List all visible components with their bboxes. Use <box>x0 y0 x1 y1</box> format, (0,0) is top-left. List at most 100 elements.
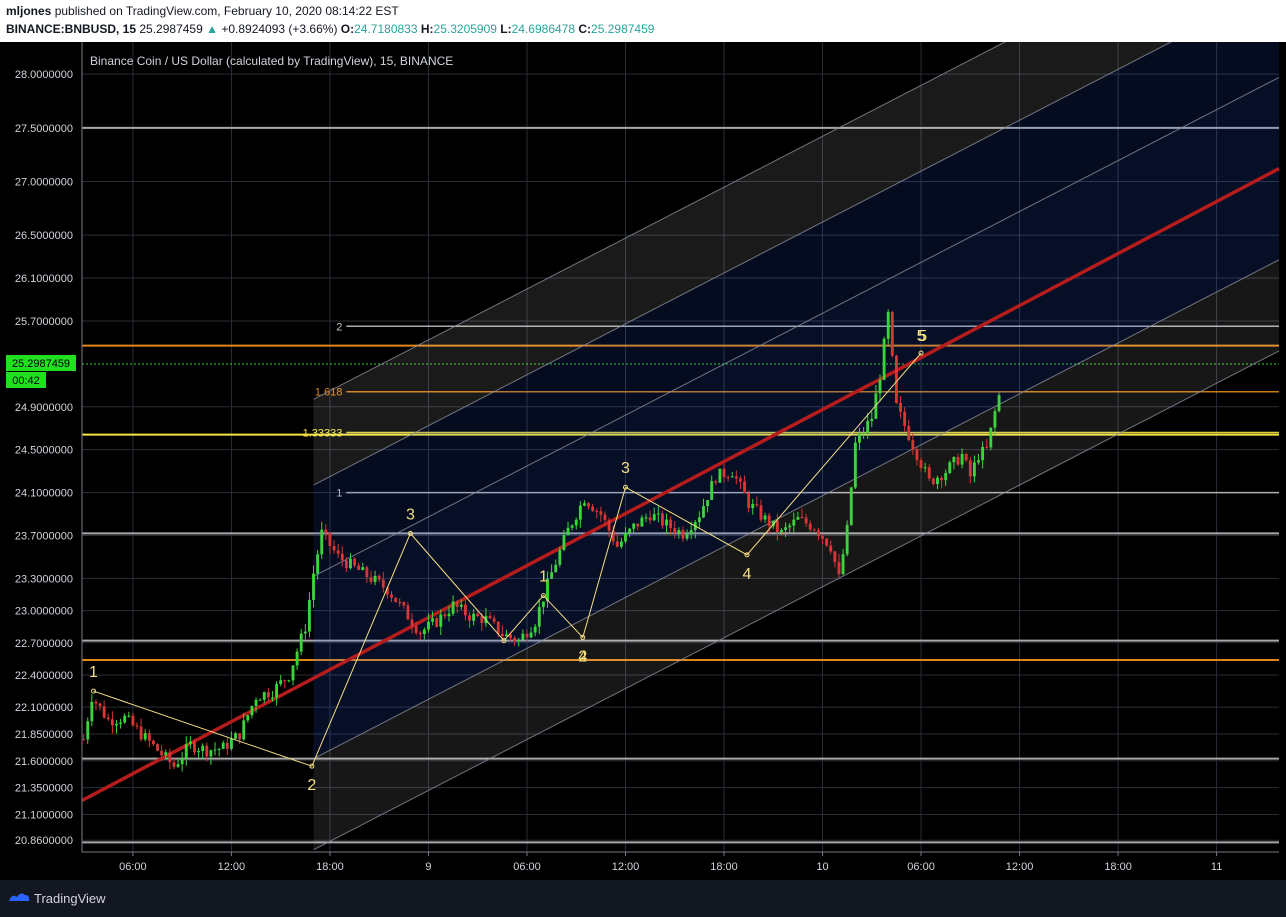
candle-body <box>349 558 352 569</box>
candle-body <box>295 651 299 666</box>
candle-body <box>911 440 915 450</box>
candle-body <box>595 510 599 512</box>
candle-body <box>439 614 443 627</box>
candle-body <box>447 613 451 617</box>
candle-body <box>468 615 471 621</box>
candle-body <box>656 513 660 515</box>
countdown-tag <box>6 371 46 388</box>
tradingview-logo-icon[interactable] <box>8 891 30 905</box>
candle-body <box>788 525 792 528</box>
candle-body <box>964 454 968 461</box>
candle-body <box>853 442 857 488</box>
candle-body <box>307 599 311 632</box>
wave-point <box>501 638 507 644</box>
price-tick-label: 23.3000000 <box>15 573 73 585</box>
candle-body <box>821 536 824 539</box>
fib-level-label: 1 <box>336 488 342 500</box>
close-value: 25.2987459 <box>591 22 655 36</box>
candle-body <box>866 420 870 433</box>
candle-body <box>365 567 369 578</box>
candle-body <box>505 634 508 637</box>
candle-body <box>168 752 172 763</box>
price-tick-label: 21.6000000 <box>15 756 73 768</box>
candle-body <box>587 503 590 507</box>
countdown-label: 00:42 <box>12 375 40 387</box>
candle-body <box>431 618 434 622</box>
candle-body <box>566 527 570 536</box>
candle-body <box>993 411 997 428</box>
candle-body <box>870 418 874 421</box>
candle-body <box>369 577 373 582</box>
wave-point <box>622 484 628 490</box>
price-tick-label: 23.0000000 <box>15 606 73 618</box>
candle-body <box>513 637 517 642</box>
candle-body <box>188 741 192 745</box>
candle-body <box>796 517 800 520</box>
candle-body <box>106 717 110 720</box>
candle-body <box>775 520 779 533</box>
candle-body <box>903 411 907 426</box>
brand-name[interactable]: TradingView <box>34 891 106 906</box>
candle-body <box>726 477 730 479</box>
chart-title: Binance Coin / US Dollar (calculated by … <box>90 54 453 68</box>
candle-body <box>722 468 726 478</box>
candle-body <box>164 752 168 756</box>
candle-body <box>624 532 627 542</box>
candle-body <box>611 530 615 542</box>
last-price: 25.2987459 <box>139 22 203 36</box>
horizontal-levels[interactable]: 2 1.618 1.33333 1 <box>82 126 1279 844</box>
regression-channel[interactable] <box>81 42 1280 851</box>
candle-body <box>496 621 500 634</box>
close-label: C: <box>578 22 592 36</box>
channel-line <box>313 42 1007 400</box>
time-axis[interactable]: 06:00 12:00 18:00 9 06:00 12:00 18:00 10 06:00 12… <box>82 851 1279 873</box>
price-tick-label: 25.7000000 <box>15 316 73 328</box>
candle-body <box>685 533 689 539</box>
candle-body <box>743 481 746 494</box>
low-label: L: <box>500 22 512 36</box>
candle-body <box>328 532 332 546</box>
candle-body <box>825 538 829 546</box>
wave-label: 4 <box>578 648 587 665</box>
candle-body <box>299 633 303 652</box>
candle-body <box>661 513 664 526</box>
candle-body <box>98 703 102 707</box>
candle-body <box>373 575 377 582</box>
candle-body <box>480 616 484 624</box>
candle-body <box>628 528 632 533</box>
candle-body <box>554 564 558 573</box>
candle-body <box>734 476 738 479</box>
candle-body <box>271 697 274 699</box>
candle-body <box>533 626 537 633</box>
candle-body <box>336 550 340 554</box>
candle-body <box>706 499 710 506</box>
candle-body <box>320 529 324 555</box>
candle-body <box>792 519 796 526</box>
candle-body <box>747 493 751 509</box>
candle-body <box>110 719 114 726</box>
candle-body <box>899 402 902 412</box>
price-axis[interactable]: 28.0000000 27.5000000 27.0000000 26.5000000… <box>6 42 83 852</box>
author-name[interactable]: mljones <box>6 4 52 18</box>
candle-body <box>283 680 287 682</box>
candle-body <box>176 764 180 767</box>
candle-body <box>886 311 890 339</box>
wave-label: 3 <box>406 506 415 523</box>
candle-body <box>275 683 279 698</box>
fib-level-label: 2 <box>336 321 342 333</box>
candle-body <box>759 505 763 520</box>
candle-body <box>86 721 90 740</box>
channel-line <box>313 350 1280 851</box>
candle-body <box>427 621 430 630</box>
candle-body <box>340 553 344 561</box>
candle-body <box>160 750 164 756</box>
candle-body <box>525 633 529 638</box>
candle-body <box>414 626 418 633</box>
candle-body <box>385 587 389 595</box>
candle-body <box>619 541 623 547</box>
candle-body <box>455 601 459 607</box>
candle-body <box>956 457 960 465</box>
candle-body <box>878 379 882 394</box>
